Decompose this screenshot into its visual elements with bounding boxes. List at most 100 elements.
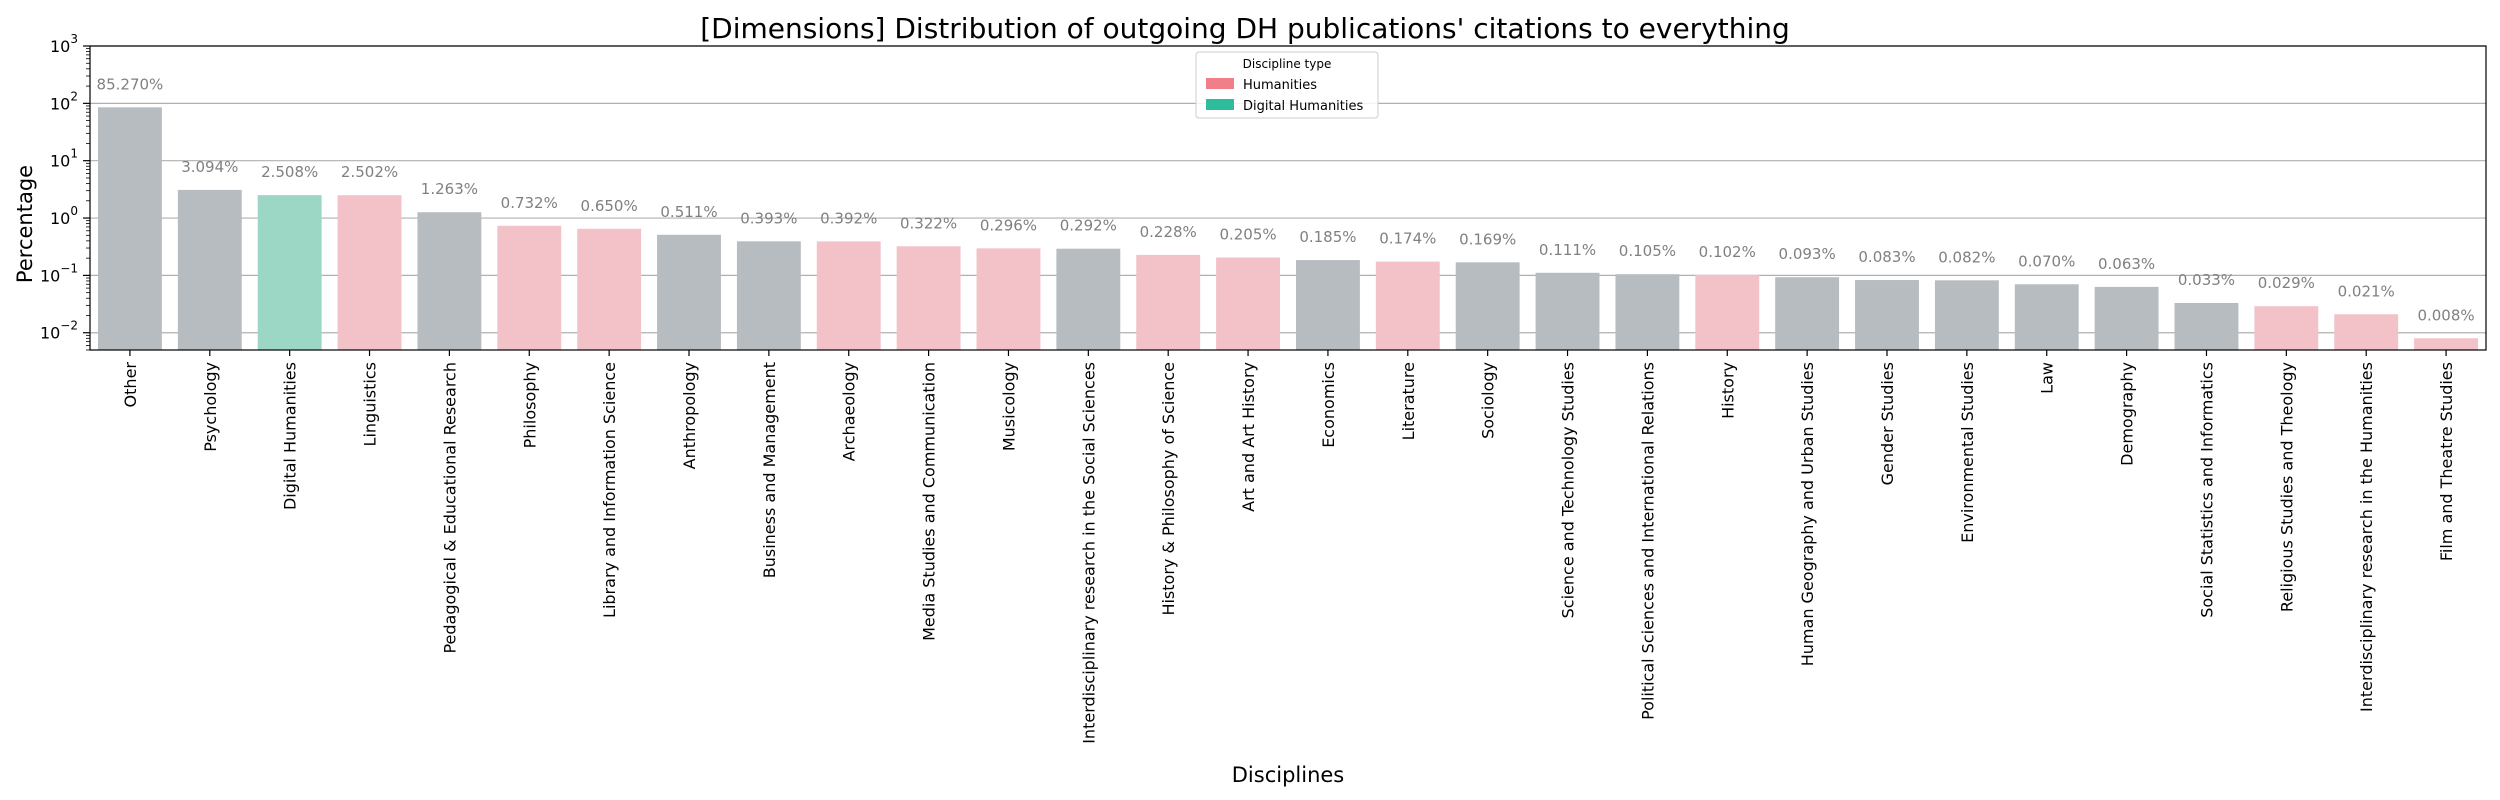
x-tick-label-interdisciplinary-research-in-the-humanities: Interdisciplinary research in the Humani… [2357,362,2376,712]
bar-musicology [976,248,1041,350]
data-label-law: 0.070% [2018,252,2075,270]
x-tick-label-media-studies-and-communication: Media Studies and Communication [920,362,939,641]
x-tick-label-history: History [1718,362,1737,419]
y-axis-label: Percentage [13,165,37,283]
bar-linguistics [337,195,402,350]
x-tick-label-musicology: Musicology [999,362,1018,451]
legend-label-humanities: Humanities [1243,78,1317,93]
data-label-digital-humanities: 2.508% [261,163,318,181]
x-tick-label-sociology: Sociology [1479,362,1498,439]
legend-swatch-digital-humanities [1206,99,1234,110]
bar-philosophy [497,225,562,350]
bar-law [2014,284,2079,350]
x-tick-label-environmental-studies: Environmental Studies [1958,362,1977,543]
data-label-religious-studies-and-theology: 0.029% [2258,274,2315,292]
x-axis-label: Disciplines [1232,763,1345,787]
bar-archaeology [816,241,881,350]
data-label-political-sciences-and-international-relations: 0.105% [1619,242,1676,260]
x-tick-label-linguistics: Linguistics [361,362,380,446]
plot-frame [89,45,2487,351]
data-label-other: 85.270% [97,75,164,93]
data-label-business-and-management: 0.393% [740,209,797,227]
data-label-interdisciplinary-research-in-the-humanities: 0.021% [2338,282,2395,300]
bar-science-and-technology-studies [1535,272,1600,350]
bar-business-and-management [736,241,801,350]
legend: Discipline type Humanities Digital Human… [1195,51,1379,119]
data-label-philosophy: 0.732% [501,194,558,212]
data-label-history: 0.102% [1699,243,1756,261]
data-label-gender-studies: 0.083% [1858,248,1915,266]
data-label-pedagogical-educational-research: 1.263% [421,180,478,198]
bar-demography [2094,286,2159,350]
x-tick-label-interdisciplinary-research-in-the-social-sciences: Interdisciplinary research in the Social… [1079,362,1098,744]
x-tick-label-business-and-management: Business and Management [760,362,779,578]
bar-environmental-studies [1934,280,1999,350]
data-label-literature: 0.174% [1379,230,1436,248]
x-tick-label-history-philosophy-of-science: History & Philosophy of Science [1159,362,1178,616]
data-label-anthropology: 0.511% [660,203,717,221]
legend-swatch-humanities [1206,78,1234,89]
x-tick-label-psychology: Psychology [201,362,220,452]
data-label-musicology: 0.296% [980,216,1037,234]
x-tick-label-anthropology: Anthropology [680,362,699,469]
bar-other [97,107,162,350]
data-label-library-and-information-science: 0.650% [581,197,638,215]
data-label-science-and-technology-studies: 0.111% [1539,241,1596,259]
bar-media-studies-and-communication [896,246,961,350]
data-label-art-and-art-history: 0.205% [1219,226,1276,244]
bar-digital-humanities [257,195,322,350]
x-tick-label-science-and-technology-studies: Science and Technology Studies [1559,362,1578,618]
data-label-media-studies-and-communication: 0.322% [900,214,957,232]
bar-political-sciences-and-international-relations [1615,274,1680,350]
x-tick-label-religious-studies-and-theology: Religious Studies and Theology [2277,362,2296,612]
bar-interdisciplinary-research-in-the-humanities [2334,314,2399,350]
x-tick-label-demography: Demography [2118,362,2137,466]
bars [97,107,2479,350]
x-tick-label-art-and-art-history: Art and Art History [1239,362,1258,512]
bar-art-and-art-history [1216,257,1281,350]
data-label-history-philosophy-of-science: 0.228% [1140,223,1197,241]
bar-social-statistics-and-informatics [2174,303,2239,350]
data-label-film-and-theatre-studies: 0.008% [2417,306,2474,324]
x-tick-label-philosophy: Philosophy [520,362,539,448]
bar-history [1695,274,1760,350]
x-tick-label-law: Law [2038,362,2057,394]
bar-literature [1375,261,1440,350]
data-label-archaeology: 0.392% [820,209,877,227]
data-label-demography: 0.063% [2098,255,2155,273]
legend-title: Discipline type [1243,57,1332,71]
legend-box [1195,51,1379,119]
bar-gender-studies [1855,280,1919,350]
x-tick-label-other: Other [121,362,140,408]
x-tick-label-film-and-theatre-studies: Film and Theatre Studies [2437,362,2456,561]
data-label-sociology: 0.169% [1459,230,1516,248]
x-tick-label-literature: Literature [1399,362,1418,440]
bar-pedagogical-educational-research [417,212,482,350]
x-tick-label-political-sciences-and-international-relations: Political Sciences and International Rel… [1638,362,1657,720]
x-tick-label-digital-humanities: Digital Humanities [281,362,300,510]
data-label-linguistics: 2.502% [341,163,398,181]
data-labels: 85.270% 3.094% 2.508% 2.502% 1.263% 0.732% 0.6… [97,75,2475,324]
x-tick-label-library-and-information-science: Library and Information Science [600,362,619,618]
bar-library-and-information-science [577,228,642,350]
data-label-economics: 0.185% [1299,228,1356,246]
legend-label-digital-humanities: Digital Humanities [1243,99,1363,114]
bar-sociology [1455,262,1520,350]
x-tick-label-economics: Economics [1319,362,1338,448]
bar-interdisciplinary-research-in-the-social-sciences [1056,248,1121,350]
bar-economics [1295,260,1360,350]
x-tick-label-archaeology: Archaeology [840,362,859,461]
chart-title: [Dimensions] Distribution of outgoing DH… [700,12,1790,45]
data-label-human-geography-and-urban-studies: 0.093% [1779,245,1836,263]
bar-anthropology [657,234,721,350]
data-label-environmental-studies: 0.082% [1938,248,1995,266]
x-axis: Other Psychology Digital Humanities Linguis… [121,350,2456,744]
x-tick-label-human-geography-and-urban-studies: Human Geography and Urban Studies [1798,362,1817,666]
bar-history-philosophy-of-science [1136,254,1201,350]
bar-religious-studies-and-theology [2254,306,2319,350]
x-tick-label-social-statistics-and-informatics: Social Statistics and Informatics [2197,362,2216,618]
x-tick-label-gender-studies: Gender Studies [1878,362,1897,485]
data-label-interdisciplinary-research-in-the-social-sciences: 0.292% [1060,217,1117,235]
